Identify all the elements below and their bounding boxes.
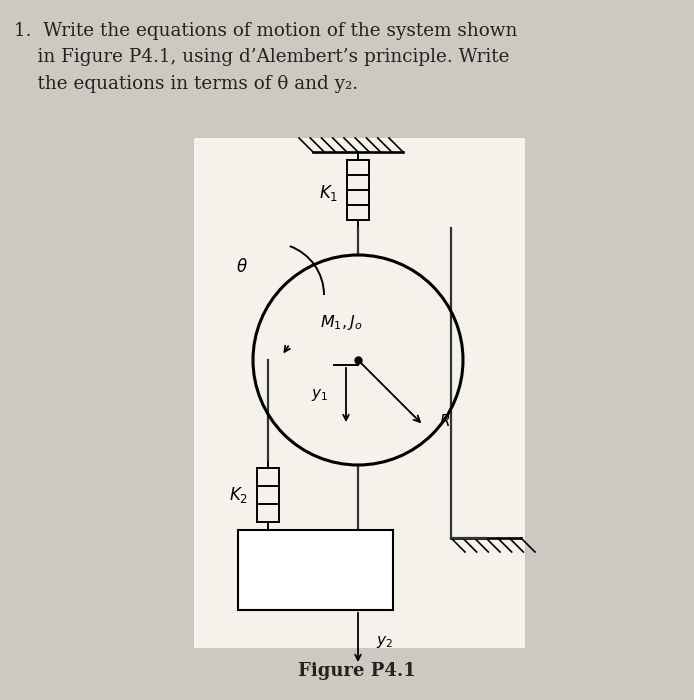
Text: $K_1$: $K_1$	[319, 183, 338, 203]
Text: $M_2$: $M_2$	[289, 560, 312, 580]
Text: $K_2$: $K_2$	[229, 485, 248, 505]
Text: $y_2$: $y_2$	[376, 634, 393, 650]
Text: $R$: $R$	[439, 413, 450, 429]
Text: 1.  Write the equations of motion of the system shown
    in Figure P4.1, using : 1. Write the equations of motion of the …	[14, 22, 517, 93]
Text: Figure P4.1: Figure P4.1	[298, 662, 416, 680]
Text: $M_1, J_o$: $M_1, J_o$	[320, 312, 362, 332]
Bar	[193, 137, 525, 648]
Bar	[238, 530, 393, 610]
Text: $\theta$: $\theta$	[236, 258, 248, 276]
Text: $y_1$: $y_1$	[311, 387, 328, 403]
